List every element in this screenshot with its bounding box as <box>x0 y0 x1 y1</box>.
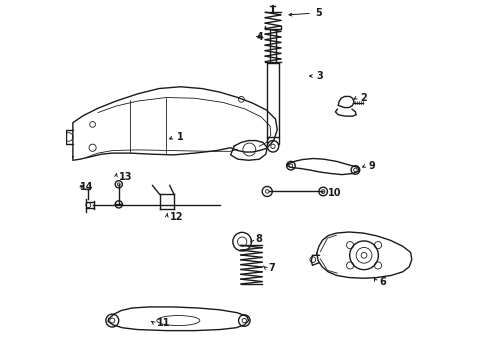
Text: 12: 12 <box>170 212 183 221</box>
Text: 14: 14 <box>80 182 94 192</box>
Text: 4: 4 <box>256 32 263 41</box>
Text: 11: 11 <box>157 319 171 328</box>
Text: 1: 1 <box>177 132 184 142</box>
Text: 9: 9 <box>368 161 375 171</box>
Text: 8: 8 <box>256 234 263 244</box>
Text: 5: 5 <box>315 8 321 18</box>
Text: 3: 3 <box>317 71 323 81</box>
Text: 7: 7 <box>269 263 275 273</box>
Text: 6: 6 <box>379 277 386 287</box>
Text: 10: 10 <box>327 188 341 198</box>
Text: 13: 13 <box>119 172 132 182</box>
Text: 2: 2 <box>360 93 367 103</box>
